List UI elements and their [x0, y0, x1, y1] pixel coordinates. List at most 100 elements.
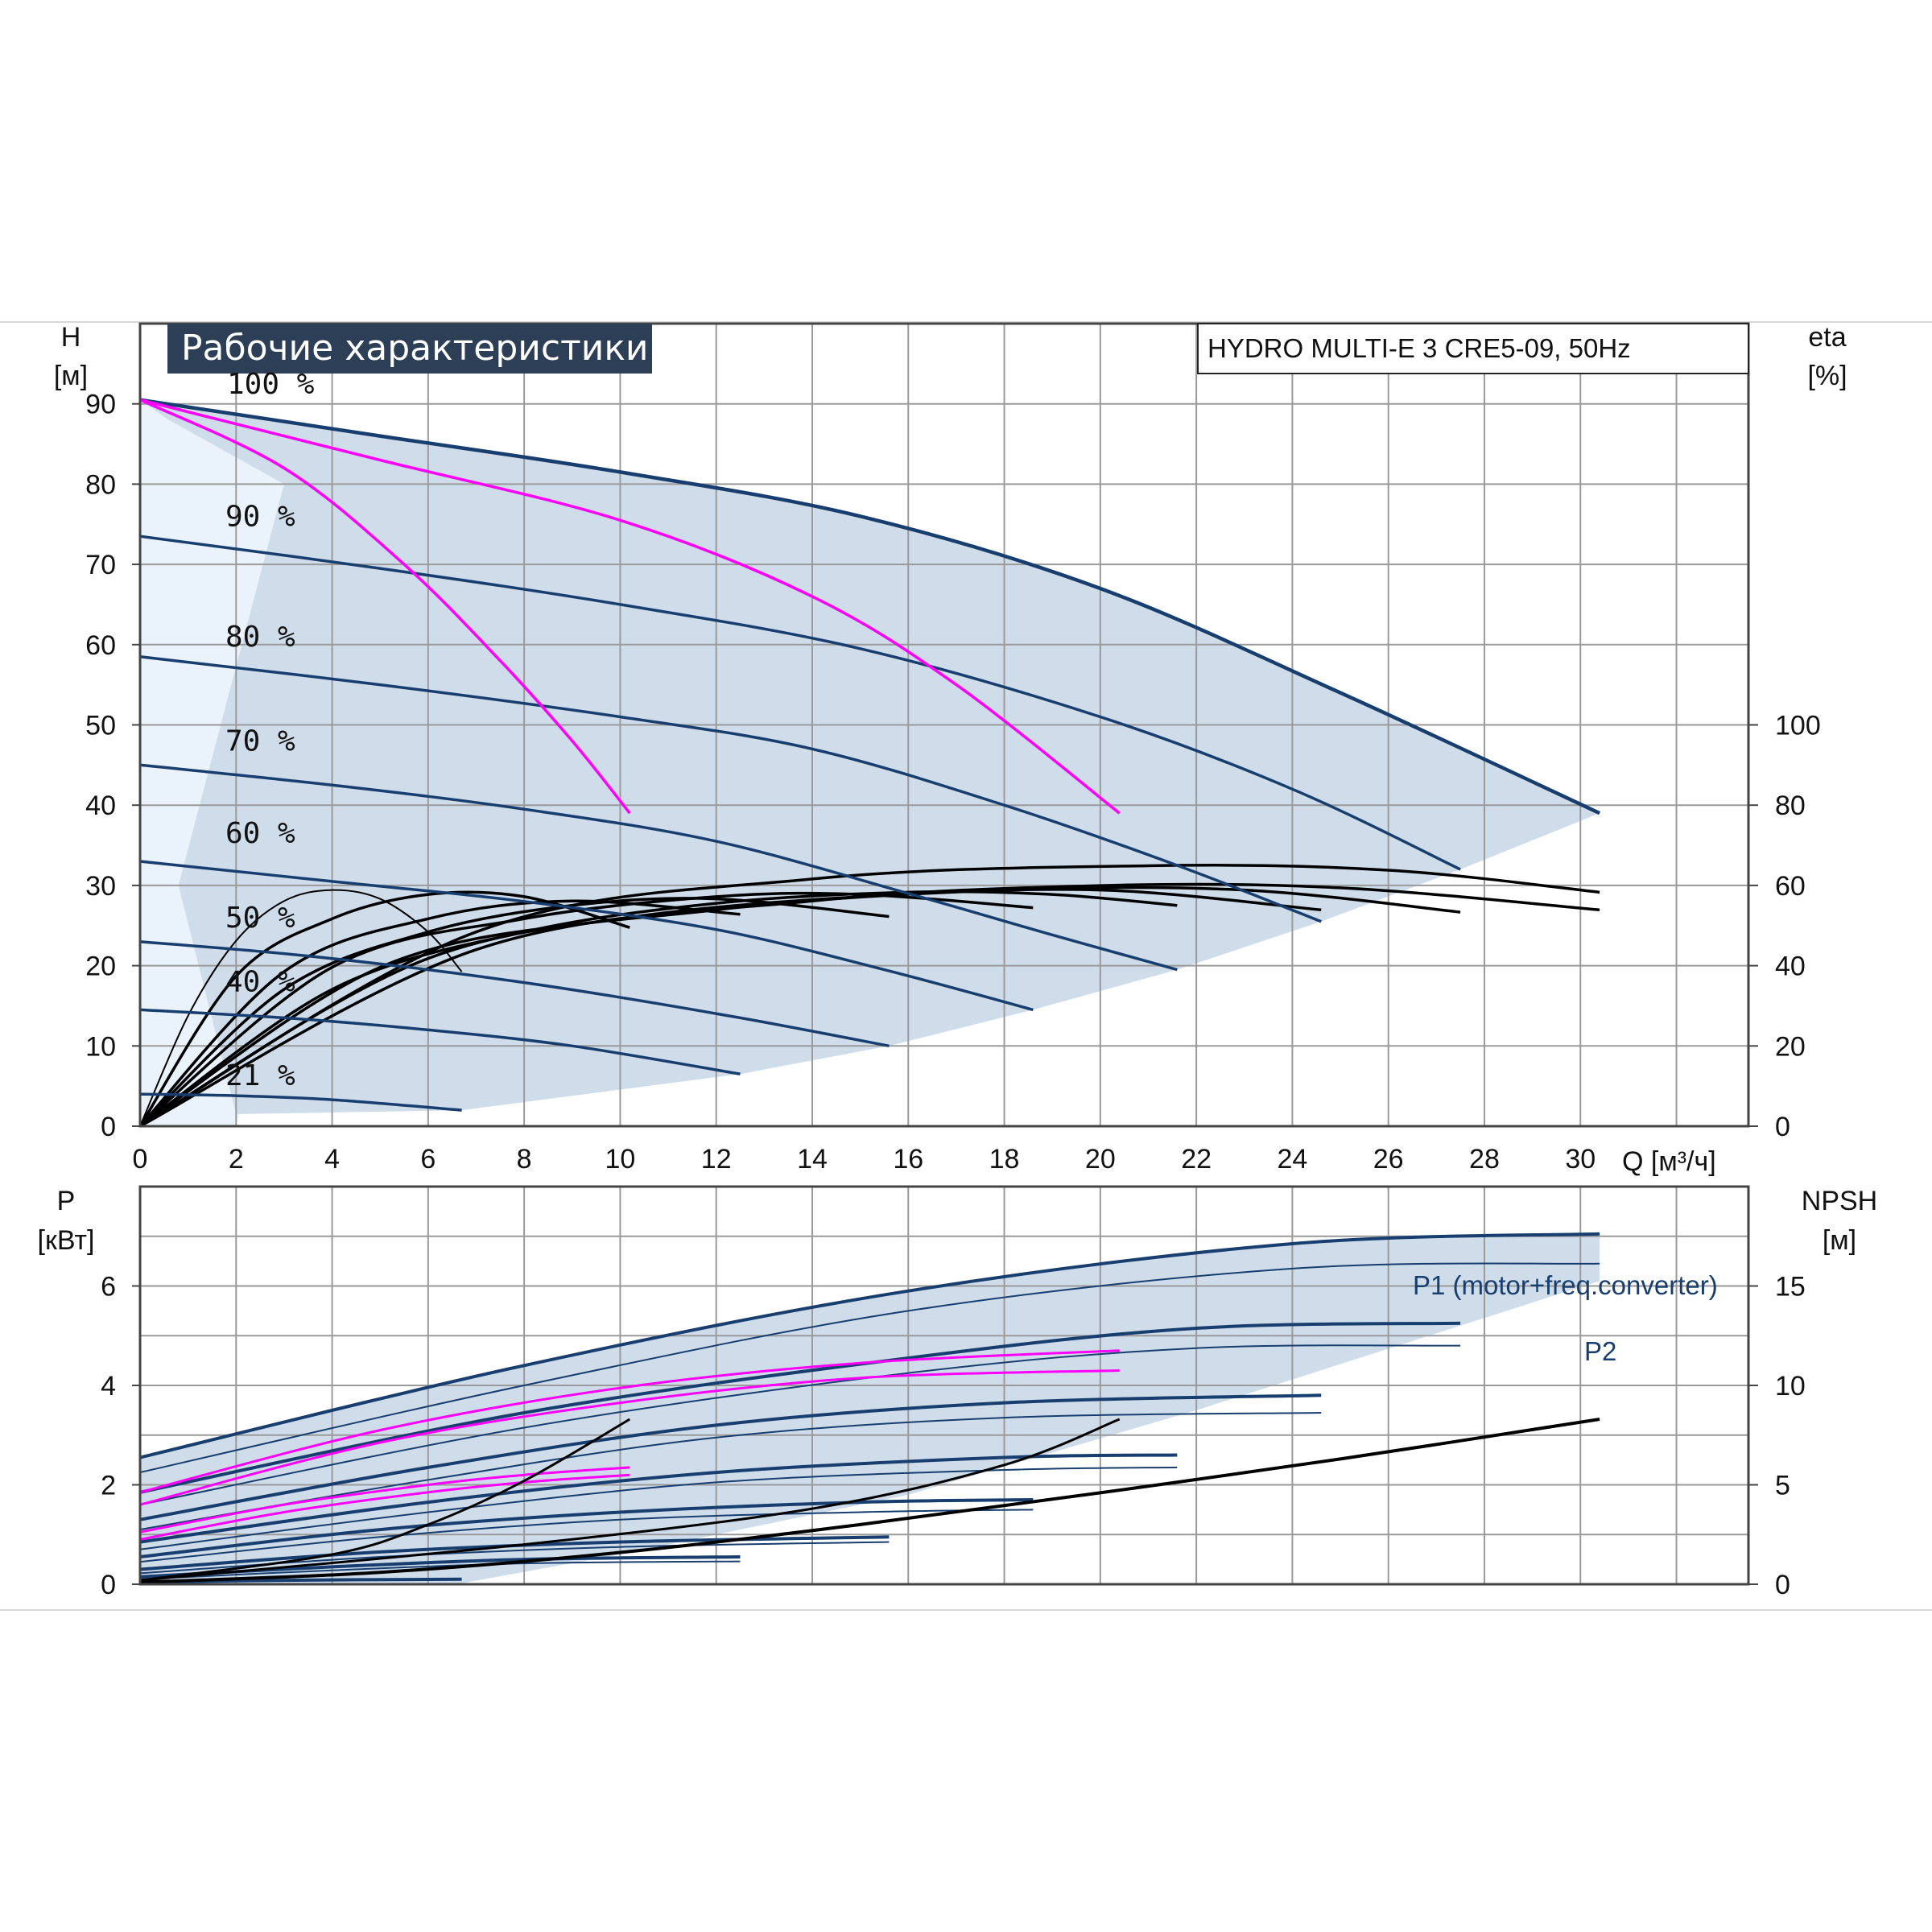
q-tick-label: 24 — [1277, 1144, 1307, 1174]
q-tick-label: 16 — [893, 1144, 923, 1174]
q-tick-label: 4 — [324, 1144, 340, 1174]
q-tick-label: 2 — [229, 1144, 244, 1174]
efficiency-curve — [139, 889, 463, 1127]
power-operating-area — [140, 1233, 1600, 1583]
efficiency-curve — [139, 864, 1600, 1128]
q-tick-label: 26 — [1373, 1144, 1404, 1174]
eta-tick-label: 80 — [1775, 791, 1806, 821]
p-axis-unit: [кВт] — [38, 1225, 95, 1256]
speed-label: 90 % — [225, 500, 295, 533]
p2-curve — [139, 1262, 1600, 1474]
h-tick-label: 10 — [85, 1031, 116, 1062]
h-axis-unit: [м] — [54, 361, 88, 391]
eta-axis-unit: [%] — [1807, 361, 1847, 391]
eta-tick-label: 60 — [1775, 871, 1806, 902]
h-tick-label: 30 — [85, 871, 116, 902]
q-tick-label: 20 — [1085, 1144, 1116, 1174]
title-box — [167, 324, 652, 374]
speed-label: 80 % — [225, 621, 295, 654]
eta-tick-label: 0 — [1775, 1112, 1790, 1142]
p-tick-label: 2 — [101, 1471, 116, 1501]
power-limit-p-curve — [139, 1473, 630, 1541]
speed-curve-70 — [139, 763, 1178, 972]
h-tick-label: 60 — [85, 630, 116, 661]
npsh-axis-title: NPSH — [1802, 1186, 1877, 1216]
h-tick-label: 20 — [85, 952, 116, 982]
power-limit-p-curve — [139, 1349, 1120, 1494]
p2-label: P2 — [1584, 1336, 1616, 1366]
efficiency-curve — [138, 890, 1178, 1128]
tick-labels: 0 2 4 6 8 10 12 14 16 18 20 22 24 26 28 300102030405060… — [85, 390, 1821, 1600]
npsh-tick-label: 10 — [1775, 1371, 1806, 1402]
upper-plot-frame — [138, 322, 1750, 1128]
p1-curve — [139, 1453, 1178, 1544]
q-tick-label: 28 — [1469, 1144, 1500, 1174]
power-limit-p-curve — [139, 1369, 1120, 1506]
speed-curve-21 — [139, 1092, 462, 1112]
efficiency-curve — [139, 888, 1322, 1128]
p2-curve — [139, 1541, 890, 1575]
q-axis-label: Q [м³/ч] — [1622, 1146, 1716, 1177]
h-tick-label: 0 — [101, 1112, 116, 1142]
speed-label: 100 % — [227, 368, 315, 401]
speed-label: 50 % — [225, 902, 295, 935]
h-tick-label: 50 — [85, 711, 116, 741]
p1-curve — [139, 1498, 1034, 1558]
npsh-curve — [139, 1418, 1600, 1584]
p-axis-title: P — [57, 1186, 76, 1216]
npsh-curve — [139, 1418, 1121, 1582]
p1-label: P1 (motor+freq.converter) — [1413, 1270, 1718, 1300]
p2-curve — [139, 1466, 1178, 1550]
curves-layer — [138, 398, 1601, 1584]
p2-curve — [139, 1412, 1322, 1531]
eta-tick-label: 100 — [1775, 711, 1821, 741]
speed-annotations: 100 % 90 % 80 % 70 % 60 % 50 % 40 % 21 % — [225, 368, 315, 1092]
h-tick-label: 70 — [85, 550, 116, 580]
q-tick-label: 0 — [133, 1144, 148, 1174]
p2-curve — [139, 1509, 1034, 1563]
lower-plot-frame — [138, 1185, 1750, 1586]
p2-curve — [139, 1560, 741, 1580]
eta-tick-label: 40 — [1775, 952, 1806, 982]
q-tick-label: 6 — [420, 1144, 436, 1174]
speed-curve-50 — [139, 939, 890, 1048]
speed-label: 60 % — [225, 817, 295, 850]
h-tick-label: 40 — [85, 791, 116, 821]
speed-label: 70 % — [225, 724, 295, 758]
npsh-tick-label: 15 — [1775, 1272, 1806, 1302]
speed-curve-80 — [139, 655, 1322, 923]
upper-grid — [140, 323, 1748, 1126]
p1-curve — [139, 1232, 1600, 1459]
p-tick-label: 0 — [101, 1570, 116, 1600]
eta-axis-title: eta — [1808, 322, 1846, 353]
h-tick-label: 80 — [85, 469, 116, 500]
npsh-tick-label: 0 — [1775, 1570, 1790, 1600]
p1-curve — [139, 1393, 1322, 1521]
q-tick-label: 22 — [1181, 1144, 1212, 1174]
q-tick-label: 12 — [701, 1144, 732, 1174]
npsh-axis-unit: [м] — [1823, 1225, 1856, 1256]
power-limit-curve — [139, 398, 1121, 815]
speed-curve-100 — [139, 398, 1601, 815]
model-box — [1197, 323, 1749, 374]
model-label: HYDRO MULTI-E 3 CRE5-09, 50Hz — [1208, 333, 1631, 363]
speed-label: 21 % — [225, 1059, 295, 1092]
speed-curve-40 — [139, 1008, 741, 1075]
p-tick-label: 6 — [101, 1272, 116, 1302]
q-tick-label: 14 — [797, 1144, 828, 1174]
speed-curve-90 — [139, 535, 1461, 871]
h-tick-label: 90 — [85, 390, 116, 420]
q-tick-label: 18 — [989, 1144, 1020, 1174]
q-tick-label: 10 — [605, 1144, 636, 1174]
npsh-tick-label: 5 — [1775, 1471, 1790, 1501]
power-limit-curve — [139, 398, 631, 815]
speed-label: 40 % — [225, 966, 295, 999]
h-axis-title: H — [61, 322, 81, 353]
p-tick-label: 4 — [101, 1371, 116, 1402]
chart-title: Рабочие характеристики — [181, 328, 649, 369]
q-tick-label: 8 — [517, 1144, 532, 1174]
q-tick-label: 30 — [1565, 1144, 1596, 1174]
power-limit-p-curve — [139, 1466, 630, 1534]
npsh-curve — [139, 1418, 631, 1582]
